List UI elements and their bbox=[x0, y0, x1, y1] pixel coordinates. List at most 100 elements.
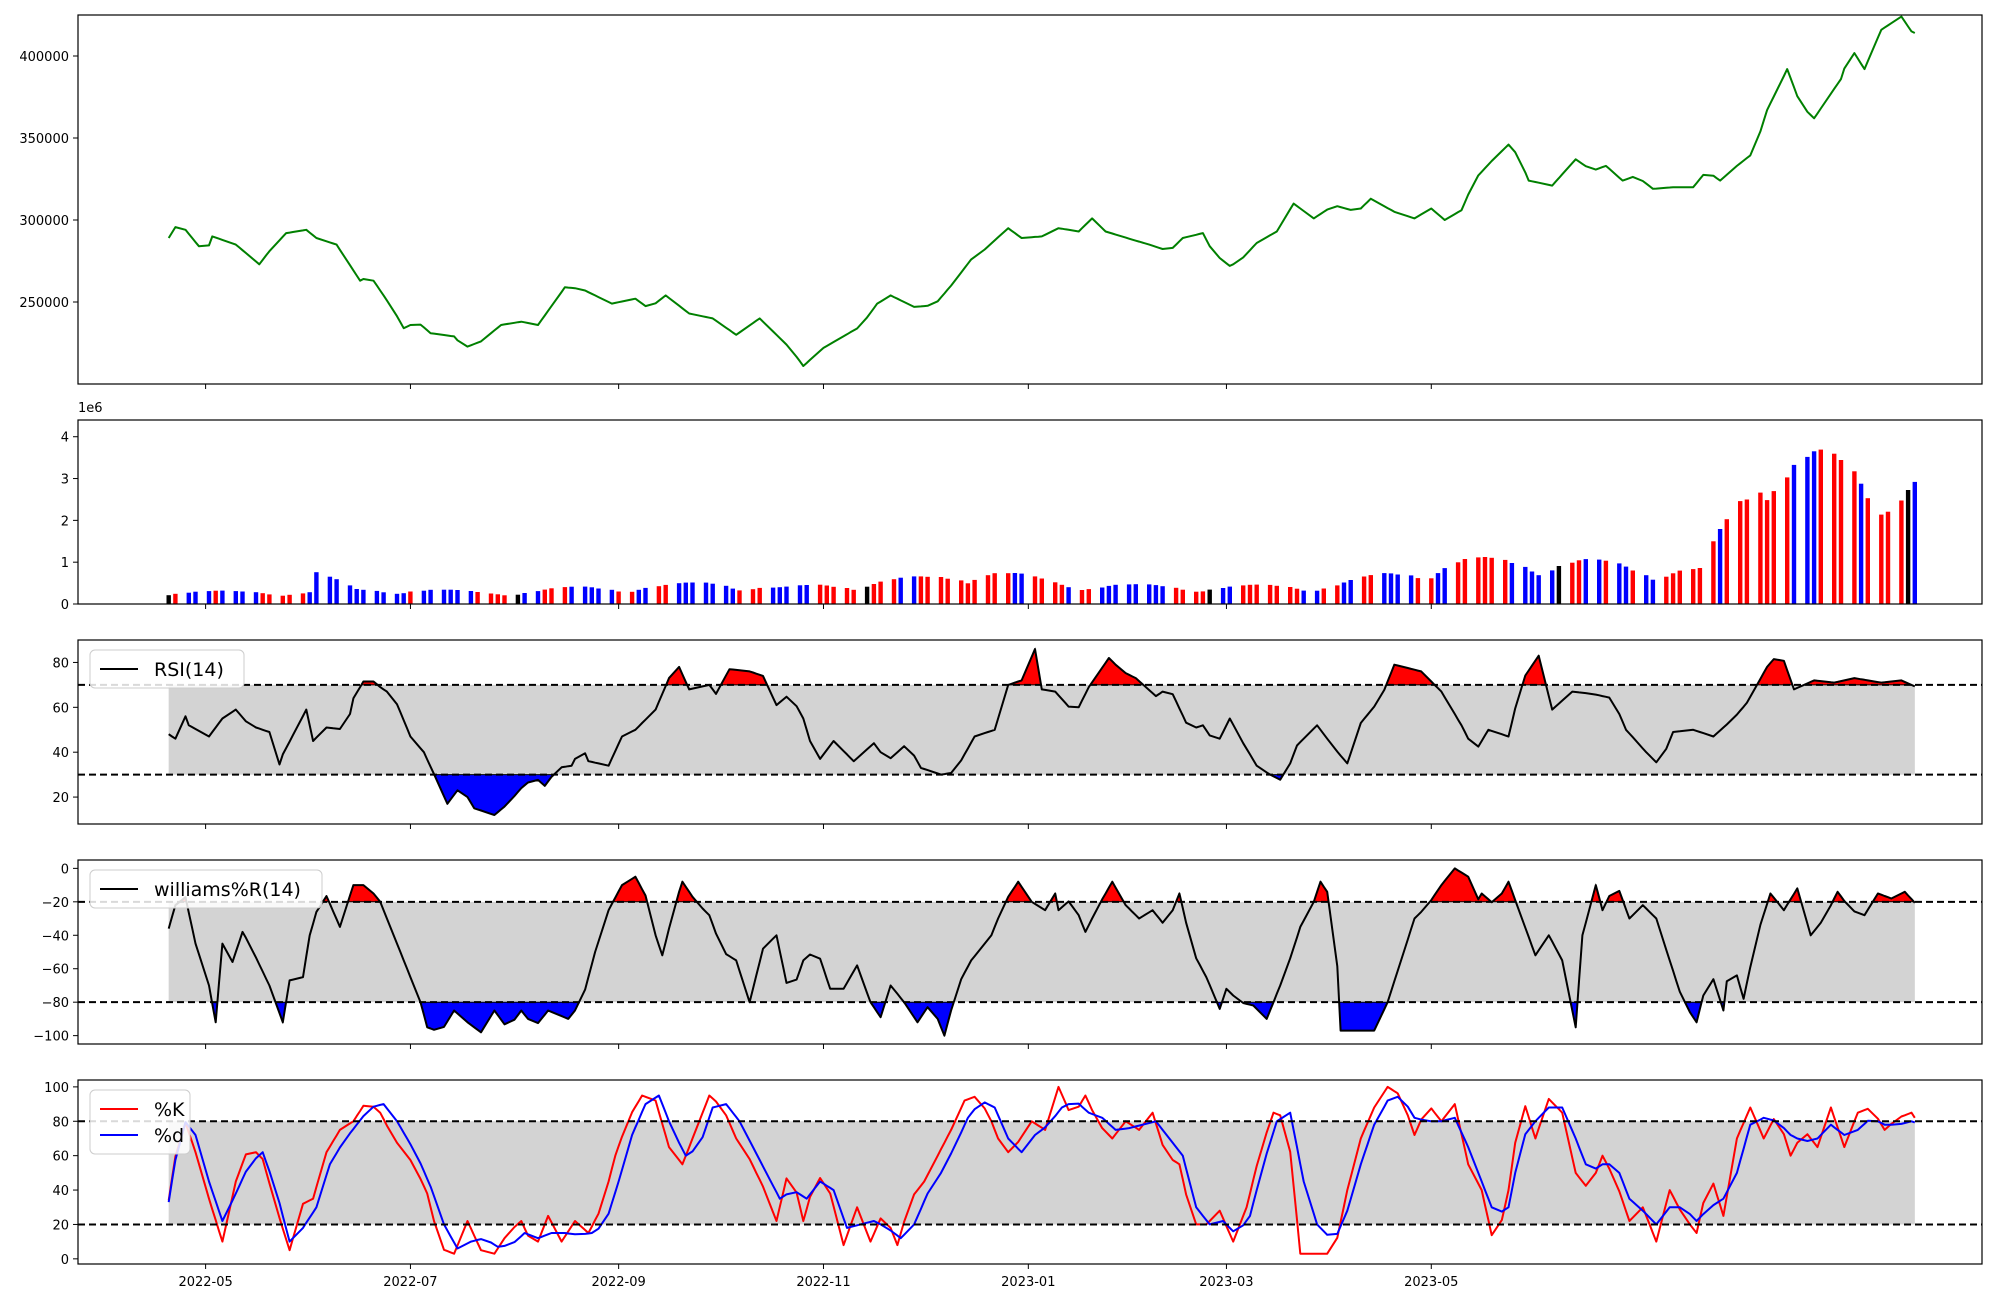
williams-legend-label: williams%R(14) bbox=[154, 879, 301, 901]
volume-bar bbox=[1415, 578, 1421, 604]
rsi-line bbox=[168, 648, 1916, 816]
volume-bar bbox=[1194, 591, 1199, 604]
rsi-legend-box bbox=[89, 649, 245, 689]
volume-ytick-label: 2 bbox=[61, 514, 69, 529]
volume-bar bbox=[354, 589, 359, 604]
volume-bar bbox=[1294, 588, 1300, 604]
williams-panel: −100 −80 −60 −40 −20 0 williams%R(14) bbox=[33, 859, 1983, 1049]
volume-bar bbox=[1429, 578, 1434, 604]
volume-bar bbox=[173, 593, 178, 604]
volume-bar bbox=[777, 587, 782, 604]
volume-bar bbox=[750, 589, 756, 604]
williams-ytick-label: −60 bbox=[42, 963, 69, 978]
volume-bar bbox=[629, 591, 635, 604]
volume-bar bbox=[1764, 500, 1770, 604]
volume-bar bbox=[925, 576, 930, 604]
volume-bar bbox=[878, 581, 883, 604]
volume-bar bbox=[1664, 576, 1669, 604]
volume-bar bbox=[844, 588, 850, 604]
volume-bar bbox=[636, 589, 641, 604]
volume-bar bbox=[1153, 585, 1159, 604]
volume-bar bbox=[1388, 573, 1394, 604]
volume-bar bbox=[898, 577, 903, 604]
volume-bar bbox=[361, 589, 366, 604]
volume-bar bbox=[690, 582, 695, 604]
volume-bar bbox=[676, 583, 682, 604]
price-line bbox=[167, 15, 1916, 367]
volume-bar bbox=[1556, 566, 1562, 604]
volume-bar bbox=[683, 582, 688, 604]
volume-bar bbox=[831, 586, 836, 604]
volume-bar bbox=[253, 592, 259, 604]
volume-bar bbox=[502, 595, 507, 604]
volume-bar bbox=[1623, 566, 1629, 604]
volume-bar bbox=[1523, 566, 1528, 604]
volume-bar bbox=[1012, 573, 1018, 604]
williams-ytick-label: 0 bbox=[61, 862, 69, 877]
rsi-ytick-label: 80 bbox=[52, 656, 69, 671]
volume-ytick-label: 0 bbox=[61, 598, 69, 613]
volume-bar bbox=[1630, 570, 1635, 604]
xtick-label: 2022-05 bbox=[178, 1275, 232, 1290]
volume-bar bbox=[347, 585, 353, 604]
volume-ytick-label: 4 bbox=[61, 431, 69, 446]
volume-bar bbox=[1677, 570, 1682, 604]
volume-bar bbox=[260, 593, 265, 604]
volume-bar bbox=[1644, 575, 1649, 604]
volume-bar bbox=[1529, 571, 1535, 604]
volume-bar bbox=[314, 572, 319, 604]
volume-bar bbox=[1738, 501, 1743, 604]
volume-bar bbox=[985, 575, 991, 604]
volume-bar bbox=[1173, 587, 1179, 604]
volume-bar bbox=[1435, 573, 1441, 604]
volume-bar bbox=[804, 585, 809, 604]
volume-bar bbox=[441, 589, 447, 604]
volume-bar bbox=[334, 579, 339, 604]
volume-bar bbox=[448, 589, 453, 604]
williams-band-area bbox=[168, 901, 1915, 1003]
volume-bar bbox=[1879, 514, 1884, 604]
volume-bar bbox=[1717, 529, 1723, 604]
volume-bar bbox=[1160, 586, 1165, 604]
volume-bar bbox=[1100, 587, 1105, 604]
rsi-ytick-label: 40 bbox=[52, 746, 69, 761]
price-ytick-label: 250000 bbox=[19, 296, 69, 311]
volume-bar bbox=[1321, 588, 1326, 604]
volume-bar bbox=[589, 587, 594, 604]
stochastic-ytick-label: 40 bbox=[52, 1184, 69, 1199]
volume-bar bbox=[1603, 560, 1609, 604]
volume-bar bbox=[770, 587, 776, 604]
rsi-ytick-label: 60 bbox=[52, 701, 69, 716]
xtick-label: 2022-11 bbox=[796, 1275, 850, 1290]
volume-bar bbox=[307, 592, 312, 604]
volume-bar bbox=[1462, 559, 1468, 604]
volume-bar bbox=[1724, 519, 1729, 604]
price-ytick-label: 400000 bbox=[19, 50, 69, 65]
volume-bar bbox=[1583, 559, 1588, 604]
volume-bar bbox=[1771, 491, 1776, 604]
volume-bar bbox=[475, 592, 480, 604]
xtick-label: 2022-09 bbox=[591, 1275, 645, 1290]
rsi-band-area bbox=[168, 684, 1915, 775]
volume-bar bbox=[213, 590, 218, 604]
volume-bar bbox=[193, 591, 198, 604]
volume-bar bbox=[703, 582, 709, 604]
volume-bar bbox=[945, 578, 950, 604]
volume-bar bbox=[1274, 585, 1279, 604]
volume-bar bbox=[569, 586, 574, 604]
volume-bar bbox=[233, 591, 238, 604]
volume-bar bbox=[1382, 573, 1387, 604]
price-panel: 250000 300000 350000 400000 bbox=[19, 14, 1983, 389]
volume-bar bbox=[1597, 559, 1602, 604]
volume-bar bbox=[515, 594, 521, 604]
stochastic-k-line bbox=[167, 1085, 1916, 1255]
volume-bar bbox=[1348, 580, 1353, 604]
volume-bar bbox=[1711, 541, 1716, 604]
volume-bar bbox=[1006, 573, 1011, 604]
volume-bar bbox=[186, 592, 191, 604]
williams-line bbox=[167, 867, 1916, 1037]
stochastic-legend-label: %d bbox=[154, 1125, 184, 1147]
volume-bar bbox=[1811, 451, 1817, 604]
volume-bar bbox=[1200, 591, 1206, 604]
volume-bar bbox=[1180, 589, 1185, 604]
